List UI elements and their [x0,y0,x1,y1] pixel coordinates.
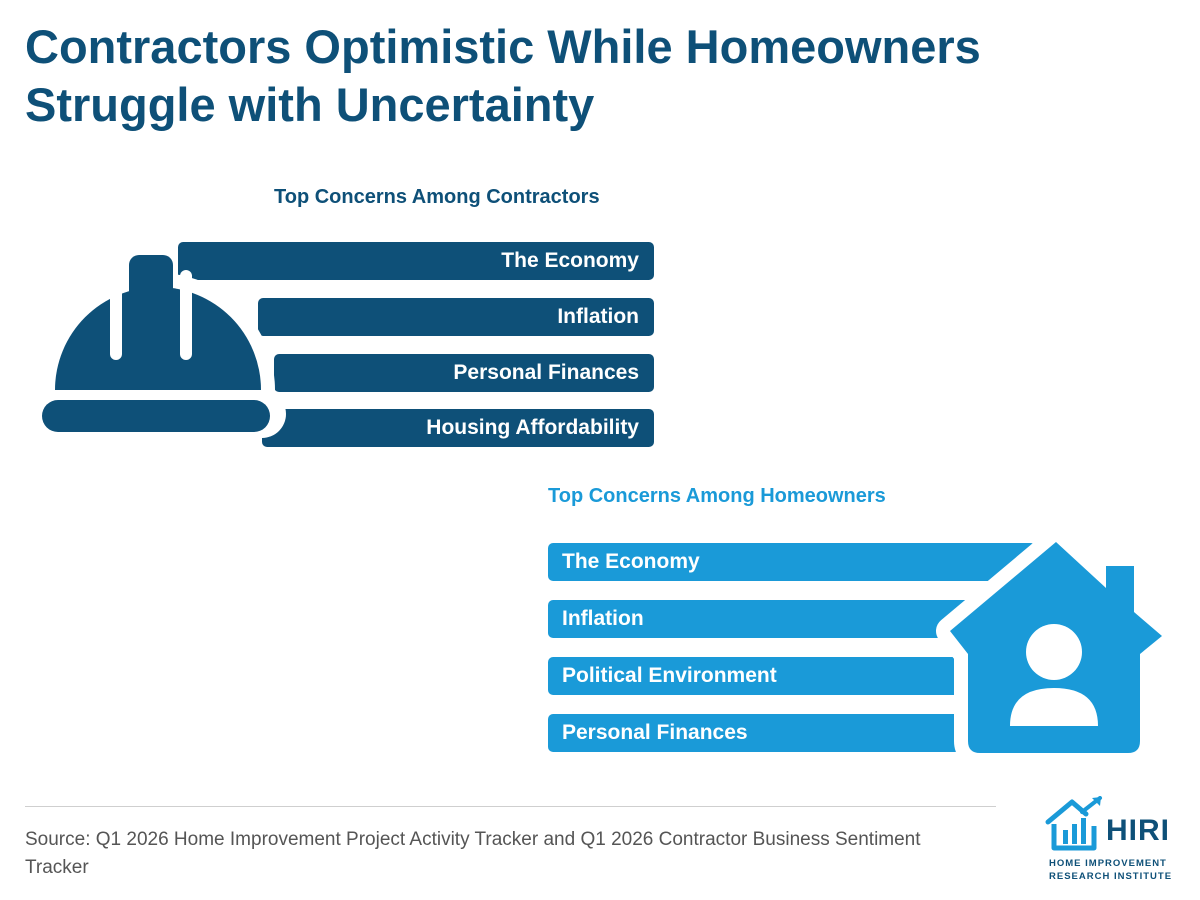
homeowner-concern-label: Political Environment [562,664,777,687]
hiri-logo: HIRI HOME IMPROVEMENT RESEARCH INSTITUTE [1040,796,1185,886]
contractor-concern-label: Inflation [557,305,639,328]
footer-divider [25,806,996,807]
homeowner-concern-bar: Political Environment [548,657,978,695]
house-chart-icon [1045,796,1102,851]
contractor-concern-bar: Inflation [258,298,654,336]
page-title: Contractors Optimistic While Homeowners … [25,20,981,131]
contractor-concern-label: Personal Finances [453,361,639,384]
source-note: Source: Q1 2026 Home Improvement Project… [25,829,921,878]
contractors-section-title: Top Concerns Among Contractors [274,186,600,208]
logo-wordmark: HIRI [1106,814,1170,847]
homeowner-concern-label: Personal Finances [562,721,748,744]
homeowner-concern-label: Inflation [562,607,644,630]
contractor-concern-bar: Personal Finances [274,354,654,392]
homeowners-section-title: Top Concerns Among Homeowners [548,485,886,507]
contractor-concern-label: Housing Affordability [426,416,639,439]
hard-hat-icon [38,255,286,438]
homeowner-concern-bar: The Economy [548,543,1036,581]
contractor-concern-label: The Economy [501,249,639,272]
logo-subtitle-line2: RESEARCH INSTITUTE [1049,871,1173,882]
homeowner-concern-bar: Inflation [548,600,978,638]
house-person-icon [936,528,1176,767]
homeowner-concern-label: The Economy [562,550,700,573]
homeowner-concern-bar: Personal Finances [548,714,978,752]
contractor-concern-bar: The Economy [178,242,654,280]
contractor-concern-bar: Housing Affordability [262,409,654,447]
logo-subtitle-line1: HOME IMPROVEMENT [1049,858,1167,869]
